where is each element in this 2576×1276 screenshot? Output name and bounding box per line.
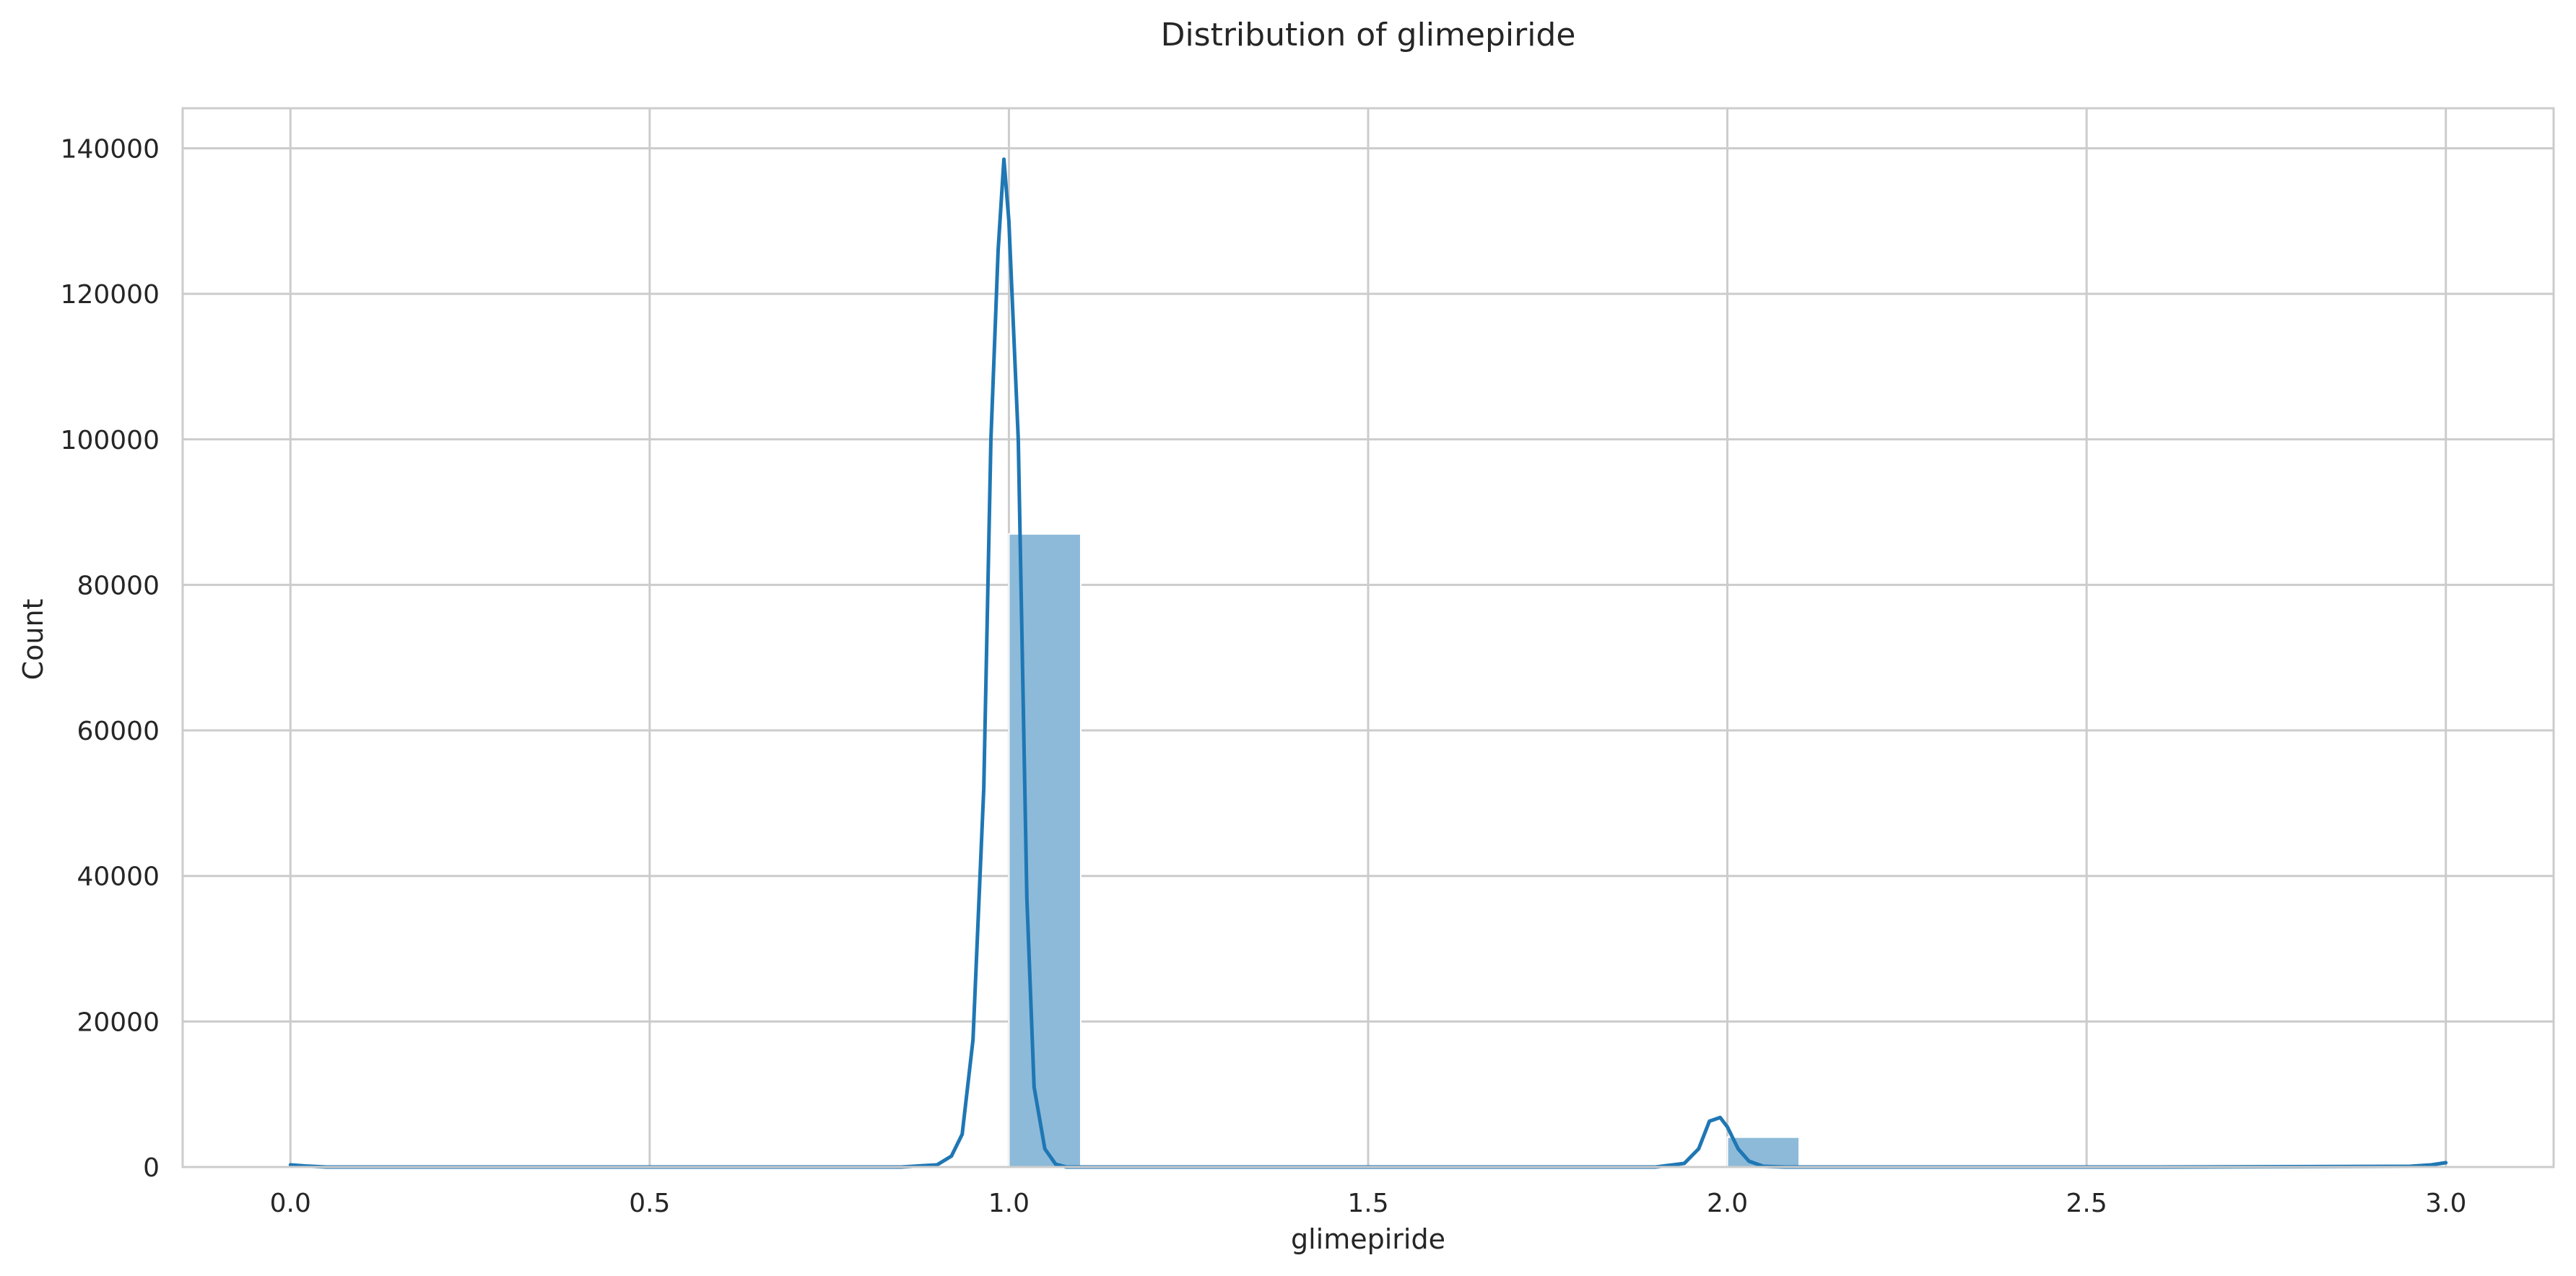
y-tick-label: 20000 [77,1008,160,1037]
x-tick-label: 0.5 [629,1189,670,1218]
y-tick-label: 100000 [61,426,160,455]
y-tick-label: 140000 [61,134,160,164]
x-tick-label: 1.0 [988,1189,1030,1218]
x-tick-label: 0.0 [270,1189,311,1218]
histogram-bar [1008,533,1082,1168]
x-tick-label: 1.5 [1347,1189,1388,1218]
kde-curve [288,157,2448,1169]
histogram-bar [1726,1136,1801,1168]
y-tick-label: 80000 [77,571,160,600]
kde-line [288,157,2448,1169]
chart-title: Distribution of glimepiride [1161,17,1576,53]
histogram-bars [1008,533,1801,1168]
y-axis-title: Count [17,599,49,681]
tick-labels: 0.0 0.5 1.0 1.5 2.0 2.5 3.0 0 20000 40000 60000 800… [61,134,2467,1218]
y-tick-label: 40000 [77,862,160,892]
x-tick-label: 2.0 [1707,1189,1748,1218]
y-tick-label: 120000 [61,280,160,310]
plot-frame [181,107,2555,1168]
x-axis-title: glimepiride [1291,1223,1445,1255]
x-tick-label: 3.0 [2425,1189,2466,1218]
grid-lines [183,108,2554,1168]
x-tick-label: 2.5 [2066,1189,2107,1218]
y-tick-label: 0 [143,1153,160,1183]
y-tick-label: 60000 [77,717,160,746]
